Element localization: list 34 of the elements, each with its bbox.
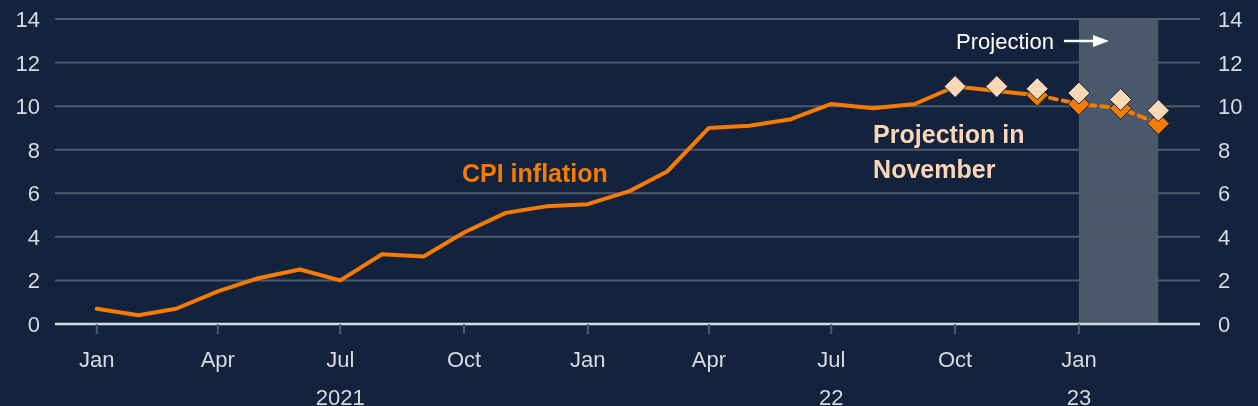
point	[1067, 81, 1091, 105]
x-tick-label: Jan	[570, 347, 606, 372]
x-tick-label: Oct	[938, 347, 973, 372]
x-tick-label: Jul 22	[817, 347, 846, 406]
point	[1109, 88, 1133, 112]
y2-tick-label: 6	[1218, 181, 1231, 207]
y-tick-label: 0	[27, 312, 40, 337]
series-label: CPI inflation	[461, 159, 608, 188]
y-tick-label: 14	[15, 7, 40, 32]
point	[943, 75, 967, 99]
point	[985, 75, 1009, 99]
point	[1025, 77, 1049, 101]
x-tick-label: Apr	[200, 347, 235, 372]
y2-tick-label: 12	[1218, 50, 1243, 76]
x-tick-label: Oct	[446, 347, 482, 372]
x-tick-label: Jan	[78, 347, 115, 372]
y2-tick-label: 8	[1218, 137, 1231, 163]
y-tick-label: 6	[27, 181, 40, 207]
point	[1146, 99, 1170, 122]
y2-tick-label: 4	[1218, 224, 1231, 250]
x-tick-label: Apr	[691, 347, 727, 372]
y2-tick-label: 2	[1218, 268, 1231, 294]
y-tick-label: 4	[27, 224, 40, 250]
y-tick-label: 2	[27, 268, 40, 294]
y-tick-label: 12	[15, 50, 40, 76]
y2-tick-label: 14	[1218, 7, 1243, 32]
x-tick-label: Jan 23	[1061, 347, 1097, 406]
y2-tick-label: 0	[1218, 312, 1231, 337]
band-label: Projection	[956, 29, 1054, 54]
y-tick-label: 8	[27, 137, 40, 163]
series-label: Projection in November	[873, 119, 1025, 183]
y-tick-label: 10	[15, 94, 40, 120]
x-tick-label: Jul 2021	[315, 347, 365, 406]
y2-tick-label: 10	[1218, 94, 1243, 120]
